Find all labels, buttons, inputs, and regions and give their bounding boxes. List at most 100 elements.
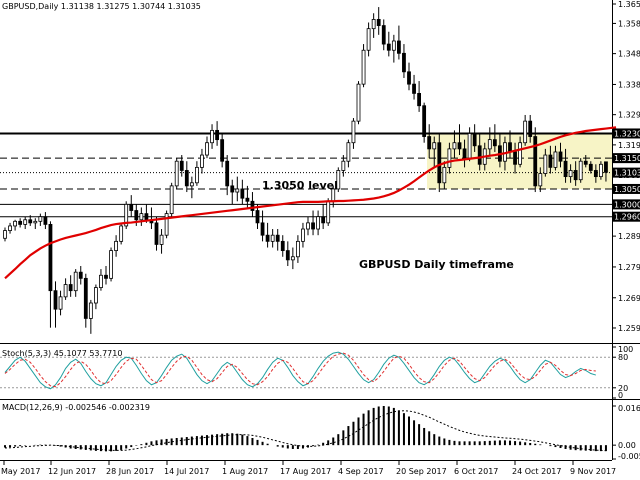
level-label: 1.2960	[614, 213, 640, 222]
price-tick-label: 1.3489	[618, 50, 640, 59]
candle-bear	[285, 250, 290, 261]
candle-bull	[306, 222, 310, 230]
price-tick-label: 1.2697	[618, 294, 640, 303]
candle-bull	[3, 230, 7, 239]
candle-bear	[583, 160, 588, 165]
candle-bull	[447, 148, 452, 168]
candle-bull	[13, 220, 18, 227]
candle-bear	[558, 151, 563, 162]
time-tick-label: 20 Sep 2017	[396, 467, 447, 476]
candle-bull	[336, 170, 341, 190]
candle-bear	[68, 284, 73, 292]
candle-bull	[58, 296, 63, 310]
stochastic-layer	[0, 351, 612, 390]
candle-bull	[316, 216, 321, 230]
candle-bull	[94, 287, 98, 304]
candle-bull	[553, 151, 558, 168]
macd-tick-label: 0.0164	[618, 404, 640, 413]
annotation-level: 1.3050 level	[262, 179, 338, 192]
candle-bear	[386, 43, 391, 51]
stoch-tick-label: 100	[618, 345, 633, 354]
candle-bear	[250, 200, 255, 211]
candle-bull	[452, 142, 457, 150]
candle-bull	[210, 129, 214, 144]
candle-bear	[462, 148, 467, 159]
level-label: 1.3150	[614, 154, 640, 163]
stoch-tick-label: 80	[618, 353, 628, 362]
candle-bear	[376, 19, 381, 26]
candle-bear	[240, 188, 245, 199]
level-label-box	[613, 128, 640, 139]
time-tick-label: 14 Jul 2017	[164, 467, 209, 476]
candle-bear	[255, 210, 260, 224]
candle-bear	[548, 154, 553, 168]
candle-bear	[311, 222, 315, 230]
macd-tick-label: 0.00	[618, 441, 636, 450]
candle-bull	[346, 142, 351, 162]
candle-bear	[245, 197, 250, 202]
candle-bull	[568, 170, 573, 178]
price-level-labels: 1.3230 1.3150 1.3103 1.3050 1.3000 1.2960	[613, 128, 640, 222]
candle-bear	[48, 224, 53, 292]
candle-bear	[144, 213, 149, 221]
level-label: 1.3103	[614, 169, 640, 178]
level-label: 1.3230	[614, 129, 640, 138]
candle-bull	[194, 166, 199, 184]
candle-bear	[28, 219, 33, 224]
candle-bull	[200, 154, 204, 168]
candle-bull	[326, 200, 331, 224]
candle-bull	[33, 220, 38, 224]
price-tick-label: 1.2599	[618, 324, 640, 333]
candle-bear	[513, 151, 517, 165]
stoch-main-line	[4, 351, 596, 390]
time-tick-label: 6 Oct 2017	[454, 467, 498, 476]
candle-bull	[270, 234, 275, 242]
price-tick-label: 1.2897	[618, 232, 640, 241]
candle-bull	[63, 284, 68, 298]
level-label-box	[613, 199, 640, 210]
candle-bear	[402, 52, 406, 73]
stoch-tick-label: 0	[618, 391, 623, 400]
price-header: GBPUSD,Daily 1.31138 1.31275 1.30744 1.3…	[2, 2, 201, 11]
macd-signal-line	[4, 410, 606, 452]
macd-tick-label: -0.0058	[618, 452, 640, 461]
candle-bear	[396, 40, 401, 54]
candle-bull	[361, 49, 366, 85]
candle-bull	[23, 219, 28, 225]
level-label: 1.3000	[614, 200, 640, 209]
level-label-box	[613, 167, 640, 178]
time-tick-label: 28 Jun 2017	[106, 467, 154, 476]
price-tick-label: 1.3389	[618, 80, 640, 89]
candle-bear	[573, 170, 578, 181]
candle-bull	[205, 142, 209, 156]
candle-bull	[341, 160, 346, 171]
time-tick-label: 9 Nov 2017	[570, 467, 616, 476]
candle-bull	[8, 225, 12, 231]
macd-axis: 0.0164 0.00 -0.0058	[612, 404, 640, 461]
candle-bull	[164, 213, 169, 236]
candle-bull	[189, 182, 194, 187]
candle-bull	[235, 188, 240, 193]
candle-bull	[538, 173, 543, 187]
stoch-signal-line	[4, 352, 596, 388]
candle-bull	[518, 142, 522, 165]
candle-bull	[174, 160, 179, 187]
macd-layer	[4, 406, 607, 452]
candle-bull	[366, 28, 371, 51]
candle-bear	[604, 161, 608, 173]
macd-header: MACD(12,26,9) -0.002546 -0.002319	[2, 403, 150, 412]
candle-bear	[225, 160, 230, 187]
candle-bear	[154, 222, 159, 245]
candle-bear	[83, 277, 88, 319]
candle-bull	[301, 228, 305, 242]
candle-bear	[184, 170, 189, 187]
candle-bear	[104, 274, 108, 279]
time-tick-label: 1 Aug 2017	[222, 467, 268, 476]
level-label-box	[613, 183, 640, 194]
candle-bear	[417, 92, 422, 107]
candle-bull	[295, 240, 300, 258]
candle-bull	[109, 250, 113, 279]
candle-bear	[230, 185, 235, 193]
